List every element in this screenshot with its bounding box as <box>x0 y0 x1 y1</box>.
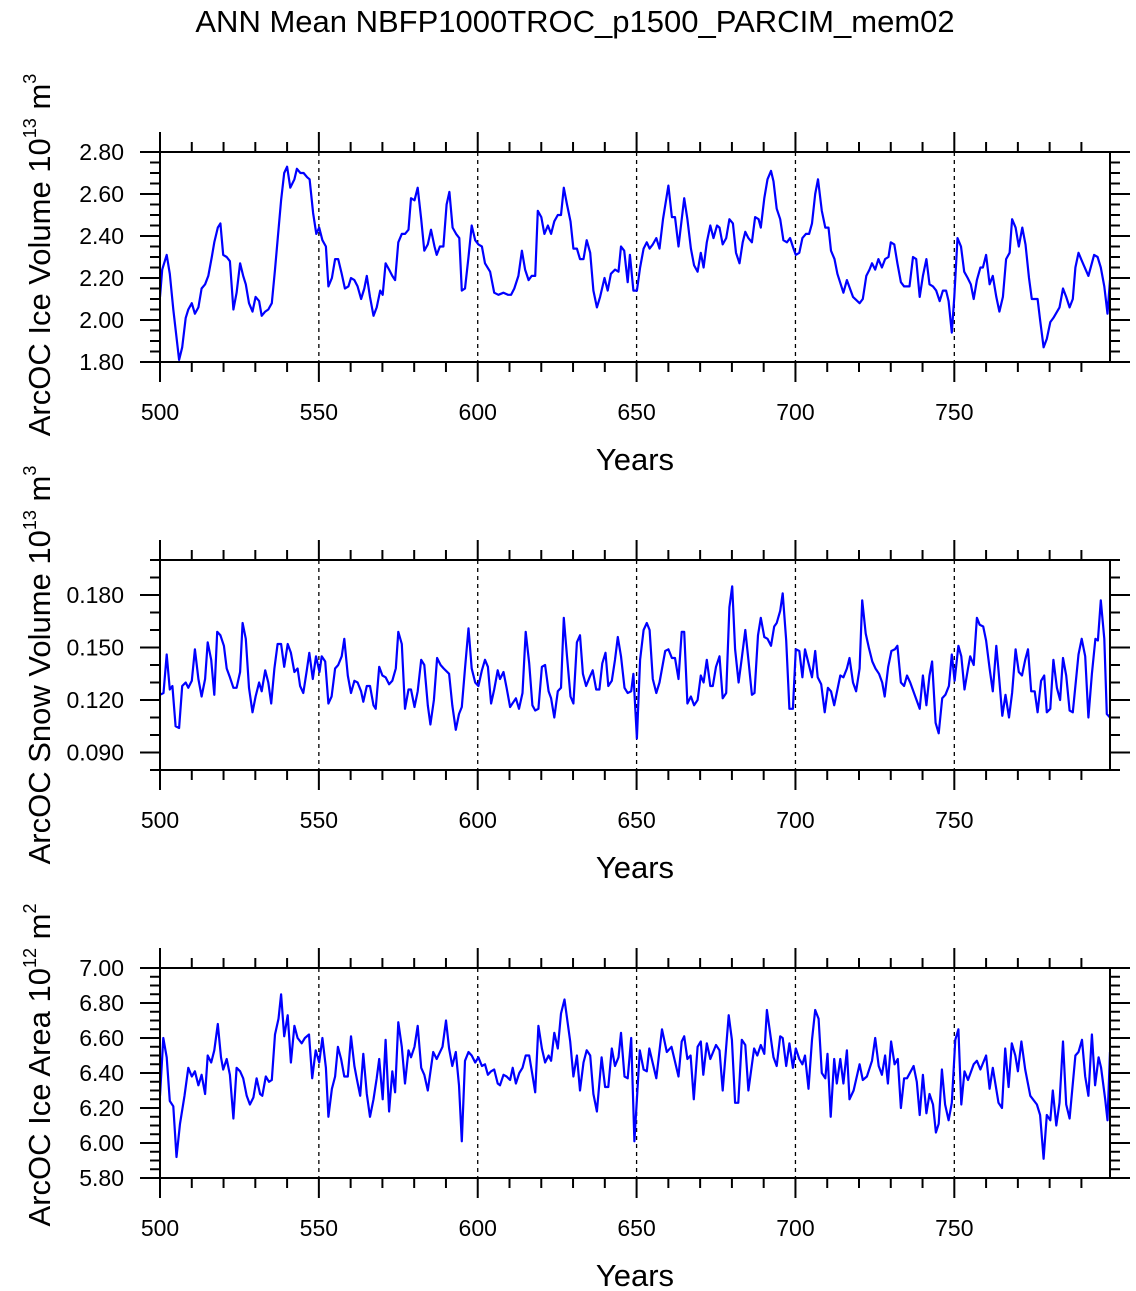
plot-frame <box>159 559 1111 771</box>
y-axis-title-unit-exponent: 3 <box>20 74 40 84</box>
y-axis-title-unit-exponent: 3 <box>20 466 40 476</box>
y-axis-title: ArcOC Ice Area 1012 m2 <box>20 904 57 1227</box>
x-tick-label: 700 <box>776 1215 814 1241</box>
x-tick-label: 500 <box>141 1215 179 1241</box>
x-tick-label: 750 <box>935 1215 973 1241</box>
panel-3: 500 550 600 650 700 750 5.80 6.00 6.20 6.40 6.60 6.… <box>20 904 1130 1291</box>
y-axis-title: ArcOC Snow Volume 1013 m3 <box>20 466 57 865</box>
figure-title: ANN Mean NBFP1000TROC_p1500_PARCIM_mem02 <box>195 4 954 39</box>
y-axis-title: ArcOC Ice Volume 1013 m3 <box>20 74 57 437</box>
x-tick-label: 550 <box>300 1215 338 1241</box>
series-line <box>158 993 1112 1160</box>
y-axis-title-exponent: 12 <box>20 948 40 968</box>
x-tick-label: 600 <box>459 807 497 833</box>
y-tick-label: 2.80 <box>79 139 124 165</box>
panel-1: 500 550 600 650 700 750 1.80 2.00 2.20 2.40 2.60 2.… <box>20 74 1130 477</box>
panel-2: 500 550 600 650 700 750 0.090 0.120 0.150 0.180 Ye… <box>20 466 1130 885</box>
plot-frame <box>159 967 1111 1179</box>
y-tick-label: 6.00 <box>79 1130 124 1156</box>
y-tick-label: 6.20 <box>79 1095 124 1121</box>
x-axis-title: Years <box>596 1258 674 1291</box>
y-tick-label: 2.40 <box>79 223 124 249</box>
y-axis-title-unit: m <box>22 476 57 510</box>
y-tick-label: 2.60 <box>79 181 124 207</box>
y-axis-title-exponent: 13 <box>20 118 40 138</box>
x-tick-label: 550 <box>300 807 338 833</box>
x-axis-title: Years <box>596 442 674 477</box>
x-tick-label: 650 <box>617 399 655 425</box>
series-line <box>159 585 1111 740</box>
y-tick-label: 0.180 <box>66 582 124 608</box>
x-tick-label: 600 <box>459 1215 497 1241</box>
x-tick-label: 550 <box>300 399 338 425</box>
y-tick-label: 6.80 <box>79 990 124 1016</box>
y-tick-label: 2.00 <box>79 307 124 333</box>
y-axis-title-text: ArcOC Ice Volume 10 <box>22 138 57 436</box>
y-tick-label: 5.80 <box>79 1165 124 1191</box>
y-tick-label: 0.090 <box>66 740 124 766</box>
y-axis-title-unit: m <box>22 914 57 948</box>
x-tick-label: 700 <box>776 399 814 425</box>
x-axis-title: Years <box>596 850 674 885</box>
x-tick-label: 500 <box>141 807 179 833</box>
y-tick-label: 1.80 <box>79 349 124 375</box>
y-axis-title-text: ArcOC Ice Area 10 <box>22 968 57 1226</box>
y-axis-title-exponent: 13 <box>20 510 40 530</box>
x-tick-label: 650 <box>617 1215 655 1241</box>
plot-frame <box>159 151 1111 363</box>
y-tick-label: 6.40 <box>79 1060 124 1086</box>
x-tick-label: 650 <box>617 807 655 833</box>
y-tick-label: 6.60 <box>79 1025 124 1051</box>
x-tick-label: 600 <box>459 399 497 425</box>
y-tick-label: 2.20 <box>79 265 124 291</box>
y-axis-title-text: ArcOC Snow Volume 10 <box>22 530 57 864</box>
series-line <box>158 165 1112 361</box>
y-tick-label: 0.120 <box>66 687 124 713</box>
x-tick-label: 750 <box>935 807 973 833</box>
x-tick-label: 500 <box>141 399 179 425</box>
x-tick-label: 700 <box>776 807 814 833</box>
x-tick-label: 750 <box>935 399 973 425</box>
y-axis-title-unit: m <box>22 84 57 118</box>
y-tick-label: 7.00 <box>79 955 124 981</box>
y-tick-label: 0.150 <box>66 635 124 661</box>
y-axis-title-unit-exponent: 2 <box>20 904 40 914</box>
